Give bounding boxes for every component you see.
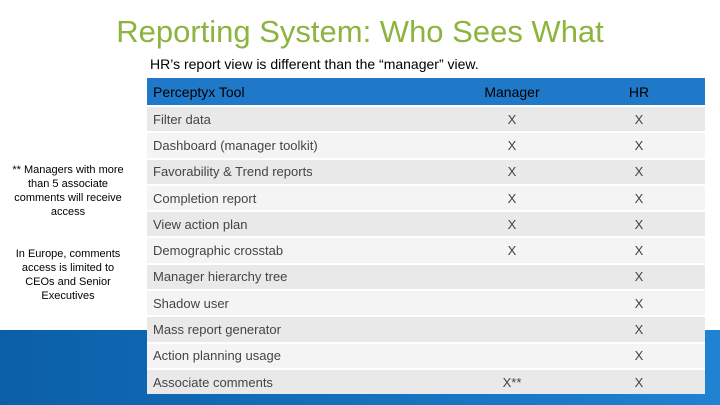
table-cell: Shadow user — [147, 289, 451, 317]
table-cell: X — [573, 367, 705, 395]
table-cell: X — [451, 104, 573, 133]
table-body: Filter data X X Dashboard (manager toolkit)… — [147, 104, 705, 395]
access-table: Perceptyx Tool Manager HR Filter data X X D… — [147, 78, 705, 395]
table-cell: Associate comments — [147, 367, 451, 395]
table-row: Manager hierarchy tree X — [147, 262, 705, 291]
table-cell: Action planning usage — [147, 341, 451, 369]
table-row: Action planning usage X — [147, 341, 705, 369]
table-cell: Filter data — [147, 104, 451, 133]
table-cell: X — [573, 315, 705, 343]
table-cell: X — [573, 131, 705, 159]
note: In Europe, comments access is limited to… — [15, 248, 121, 302]
table-cell: Favorability & Trend reports — [147, 157, 451, 185]
table-row: Demographic crosstab X X — [147, 236, 705, 264]
table-row: Shadow user X — [147, 289, 705, 317]
column-header: HR — [573, 78, 705, 106]
table-cell: X — [451, 183, 573, 212]
note: ** Managers with more than 5 associate c… — [12, 164, 124, 218]
table-cell: X — [573, 210, 705, 238]
table-cell: X — [573, 104, 705, 133]
title: Reporting System: Who Sees What — [116, 14, 604, 49]
table-cell: X — [573, 262, 705, 291]
table-cell: Completion report — [147, 183, 451, 212]
column-header: Manager — [451, 78, 573, 106]
table-cell: X — [451, 236, 573, 264]
table-cell: X — [451, 157, 573, 185]
table-row: Favorability & Trend reports X X — [147, 157, 705, 185]
header-row: Perceptyx Tool Manager HR — [147, 78, 705, 106]
table-row: Filter data X X — [147, 104, 705, 133]
table-row: Completion report X X — [147, 183, 705, 212]
table-row: View action plan X X — [147, 210, 705, 238]
table-cell: Mass report generator — [147, 315, 451, 343]
table-cell: Dashboard (manager toolkit) — [147, 131, 451, 159]
table-cell: X** — [451, 367, 573, 395]
table-row: Dashboard (manager toolkit) X X — [147, 131, 705, 159]
table-cell: Manager hierarchy tree — [147, 262, 451, 291]
table-row: Associate comments X** X — [147, 367, 705, 395]
table-cell: View action plan — [147, 210, 451, 238]
table-cell: X — [573, 183, 705, 212]
table-cell — [451, 315, 573, 343]
table-cell: X — [451, 131, 573, 159]
table-cell: Demographic crosstab — [147, 236, 451, 264]
table-cell — [451, 341, 573, 369]
column-header: Perceptyx Tool — [147, 78, 451, 106]
table-row: Mass report generator X — [147, 315, 705, 343]
table-cell: X — [451, 210, 573, 238]
table-cell — [451, 262, 573, 291]
table-cell: X — [573, 289, 705, 317]
table-cell: X — [573, 236, 705, 264]
table-cell — [451, 289, 573, 317]
table-cell: X — [573, 341, 705, 369]
subtitle: HR’s report view is different than the “… — [150, 56, 479, 72]
table-cell: X — [573, 157, 705, 185]
